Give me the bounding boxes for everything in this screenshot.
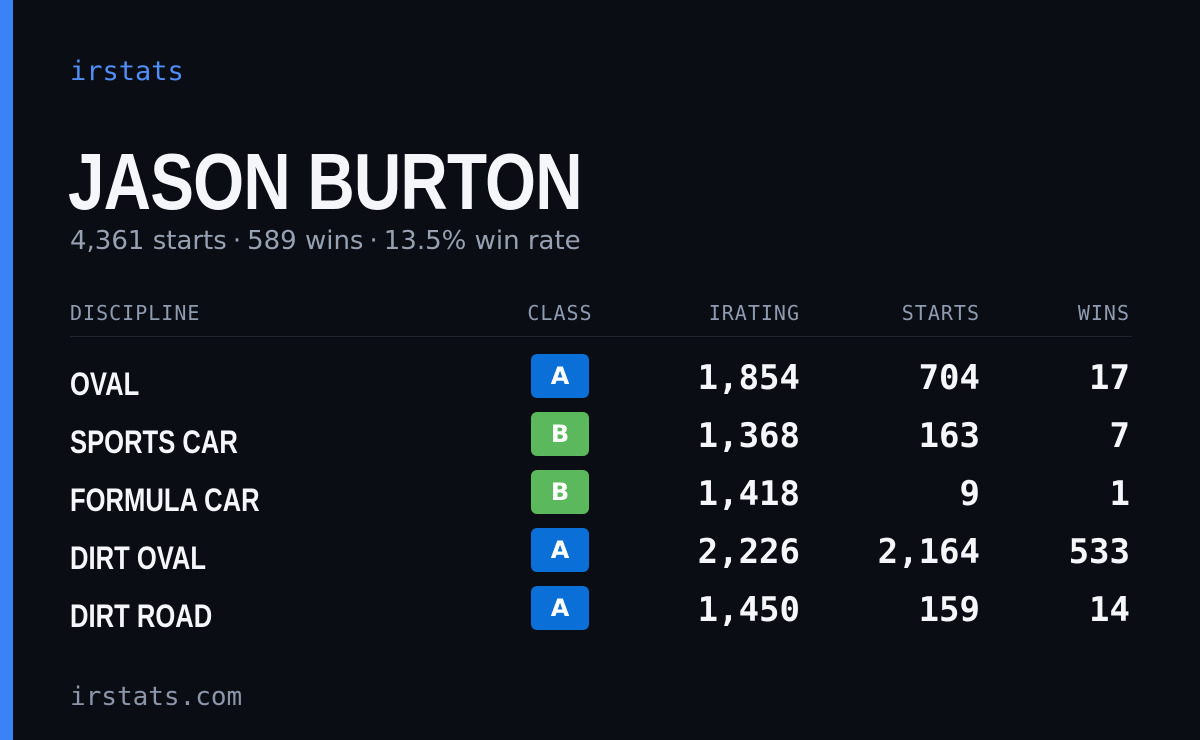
class-badge: A [531, 528, 589, 572]
class-badge: A [531, 586, 589, 630]
header-starts: STARTS [901, 301, 980, 325]
discipline-name: FORMULA CAR [70, 482, 260, 518]
class-badge: A [531, 354, 589, 398]
irating-value: 1,368 [697, 416, 800, 456]
summary-win-rate: 13.5% win rate [383, 226, 581, 256]
table-row: SPORTS CAR B 1,368 163 7 [0, 412, 1200, 472]
starts-value: 163 [918, 416, 980, 456]
starts-value: 704 [918, 358, 980, 398]
player-summary: 4,361 starts · 589 wins · 13.5% win rate [70, 226, 581, 256]
summary-wins: 589 wins [247, 226, 364, 256]
wins-value: 17 [1089, 358, 1130, 398]
discipline-name: DIRT OVAL [70, 540, 207, 576]
header-discipline: DISCIPLINE [70, 301, 201, 325]
irating-value: 2,226 [697, 532, 800, 572]
discipline-name: OVAL [70, 366, 140, 402]
discipline-name: SPORTS CAR [70, 424, 238, 460]
header-wins: WINS [1077, 301, 1130, 325]
table-row: OVAL A 1,854 704 17 [0, 354, 1200, 414]
starts-value: 159 [918, 590, 980, 630]
irating-value: 1,854 [697, 358, 800, 398]
discipline-name: DIRT ROAD [70, 598, 213, 634]
summary-starts: 4,361 starts [70, 226, 227, 256]
irating-value: 1,418 [697, 474, 800, 514]
starts-value: 9 [959, 474, 980, 514]
summary-separator: · [369, 226, 378, 256]
footer-url[interactable]: irstats.com [70, 682, 243, 712]
class-badge: B [531, 470, 589, 514]
summary-separator: · [232, 226, 242, 256]
brand-logo: irstats [70, 56, 184, 87]
table-row: FORMULA CAR B 1,418 9 1 [0, 470, 1200, 530]
wins-value: 7 [1109, 416, 1130, 456]
wins-value: 14 [1089, 590, 1130, 630]
player-name: JASON BURTON [68, 137, 583, 226]
accent-bar [0, 0, 13, 740]
irating-value: 1,450 [697, 590, 800, 630]
table-row: DIRT ROAD A 1,450 159 14 [0, 586, 1200, 646]
header-irating: IRATING [708, 301, 800, 325]
starts-value: 2,164 [877, 532, 980, 572]
class-badge: B [531, 412, 589, 456]
table-row: DIRT OVAL A 2,226 2,164 533 [0, 528, 1200, 588]
wins-value: 533 [1068, 532, 1130, 572]
header-divider [70, 336, 1132, 337]
header-class: CLASS [527, 301, 593, 325]
wins-value: 1 [1109, 474, 1130, 514]
